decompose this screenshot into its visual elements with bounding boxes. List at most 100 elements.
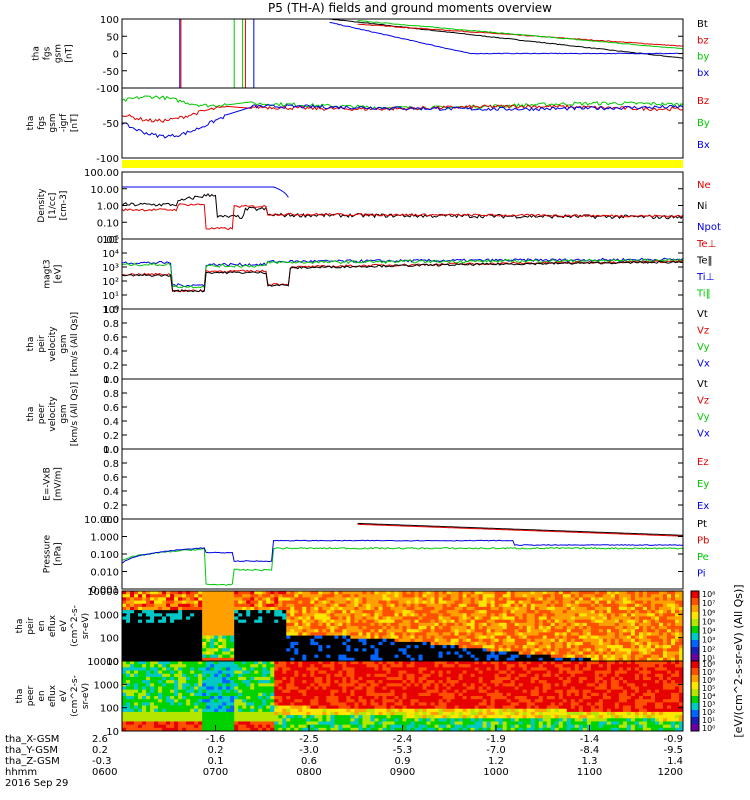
spectrogram-cell [558, 651, 564, 656]
spectrogram-cell [474, 651, 480, 656]
spectrogram-cell [634, 603, 640, 608]
spectrogram-cell [386, 721, 391, 726]
spectrogram-cell [578, 657, 584, 662]
spectrogram-cell [358, 594, 363, 598]
spectrogram-cell [394, 683, 399, 687]
spectrogram-cell [230, 594, 235, 598]
spectrogram-cell [418, 670, 423, 675]
spectrogram-cell [506, 635, 512, 640]
spectrogram-cell [658, 616, 664, 621]
spectrogram-cell [198, 673, 203, 678]
spectrogram-cell [438, 600, 443, 605]
spectrogram-cell [630, 600, 636, 605]
spectrogram-cell [318, 689, 323, 694]
spectrogram-cell [358, 626, 363, 630]
spectrogram-cell [582, 597, 588, 601]
spectrogram-cell [590, 654, 596, 659]
spectrogram-cell [258, 622, 263, 627]
spectrogram-cell [150, 613, 155, 617]
spectrogram-cell [202, 727, 207, 732]
y-tick-label: 0.010 [90, 568, 119, 579]
spectrogram-cell [670, 629, 676, 633]
spectrogram-cell [322, 667, 327, 671]
spectrogram-cell [342, 718, 347, 722]
spectrogram-cell [326, 594, 331, 598]
spectrogram-cell [658, 654, 664, 659]
spectrogram-cell [510, 632, 516, 636]
spectrogram-cell [190, 610, 195, 614]
spectrogram-cell [514, 635, 520, 640]
spectrogram-cell [470, 635, 476, 640]
spectrogram-cell [294, 699, 299, 703]
spectrogram-cell [602, 641, 608, 646]
spectrogram-cell [462, 632, 468, 636]
spectrogram-cell [678, 606, 684, 611]
spectrogram-cell [266, 689, 271, 694]
spectrogram-cell [270, 591, 275, 595]
spectrogram-cell [542, 635, 548, 640]
spectrogram-cell [314, 711, 319, 716]
spectrogram-cell [438, 613, 443, 617]
spectrogram-cell [478, 657, 484, 662]
spectrogram-cell [342, 591, 347, 595]
spectrogram-cell [262, 715, 267, 719]
spectrogram-cell [458, 651, 464, 656]
spectrogram-cell [234, 626, 239, 630]
spectrogram-cell [138, 645, 143, 649]
spectrogram-cell [342, 654, 347, 659]
spectrogram-cell [590, 619, 596, 624]
spectrogram-cell [374, 606, 379, 611]
spectrogram-cell [602, 606, 608, 611]
spectrogram-cell [610, 597, 616, 601]
spectrogram-cell [586, 645, 592, 649]
spectrogram-cell [618, 597, 624, 601]
spectrogram-cell [210, 657, 215, 662]
spectrogram-cell [150, 708, 155, 713]
spectrogram-cell [322, 600, 327, 605]
spectrogram-cell [230, 645, 235, 649]
spectrogram-cell [414, 651, 419, 656]
spectrogram-cell [330, 680, 335, 684]
spectrogram-cell [534, 594, 540, 598]
spectrogram-cell [174, 705, 179, 710]
spectrogram-cell [214, 692, 219, 697]
spectrogram-cell [370, 673, 375, 678]
spectrogram-cell [378, 715, 383, 719]
spectrogram-cell [338, 638, 343, 643]
spectrogram-cell [186, 727, 191, 732]
spectrogram-cell [186, 680, 191, 684]
spectrogram-cell [530, 654, 536, 659]
spectrogram-cell [670, 606, 676, 611]
spectrogram-cell [354, 715, 359, 719]
spectrogram-cell [278, 632, 283, 636]
spectrogram-cell [134, 603, 139, 608]
spectrogram-cell [202, 603, 207, 608]
spectrogram-cell [370, 629, 375, 633]
spectrogram-cell [122, 692, 127, 697]
spectrogram-cell [166, 673, 171, 678]
spectrogram-cell [670, 613, 676, 617]
spectrogram-cell [166, 657, 171, 662]
spectrogram-cell [174, 610, 179, 614]
spectrogram-cell [318, 597, 323, 601]
spectrogram-cell [506, 622, 512, 627]
spectrogram-cell [266, 616, 271, 621]
spectrogram-cell [610, 651, 616, 656]
spectrogram-cell [342, 711, 347, 716]
spectrogram-cell [626, 645, 632, 649]
spectrogram-cell [590, 594, 596, 598]
y-tick-label: -50 [103, 67, 119, 78]
spectrogram-cell [294, 616, 299, 621]
spectrogram-cell [238, 616, 243, 621]
spectrogram-cell [502, 648, 508, 652]
spectrogram-cell [470, 603, 476, 608]
spectrogram-cell [366, 724, 371, 729]
spectrogram-cell [358, 619, 363, 624]
spectrogram-cell [414, 692, 419, 697]
spectrogram-cell [374, 661, 379, 665]
spectrogram-cell [570, 641, 576, 646]
spectrogram-cell [266, 683, 271, 687]
spectrogram-cell [218, 641, 223, 646]
spectrogram-cell [526, 619, 532, 624]
spectrogram-cell [334, 594, 339, 598]
